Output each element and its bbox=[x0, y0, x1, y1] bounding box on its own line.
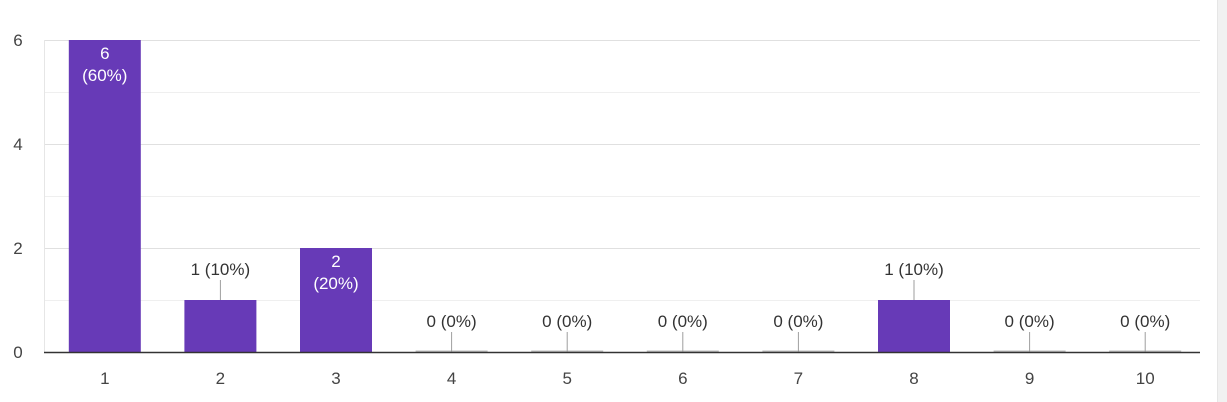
data-label: 1 (10%) bbox=[191, 260, 251, 279]
y-tick-label: 0 bbox=[13, 343, 22, 362]
y-tick-label: 2 bbox=[13, 239, 22, 258]
x-tick-label: 4 bbox=[447, 369, 456, 388]
y-tick-label: 4 bbox=[13, 135, 22, 154]
bars bbox=[68, 40, 1182, 352]
data-label: 0 (0%) bbox=[1120, 312, 1170, 331]
data-label: 2 (20%) bbox=[313, 252, 358, 293]
bar[interactable] bbox=[184, 300, 257, 352]
x-tick-label: 1 bbox=[100, 369, 109, 388]
bar[interactable] bbox=[878, 300, 950, 352]
data-label: 0 (0%) bbox=[773, 312, 823, 331]
x-axis-ticks: 1 2 3 4 5 6 7 8 9 10 bbox=[100, 369, 1155, 388]
data-label: 0 (0%) bbox=[542, 312, 592, 331]
grid-lines bbox=[44, 40, 1200, 352]
x-tick-label: 10 bbox=[1136, 369, 1155, 388]
data-label: 1 (10%) bbox=[884, 260, 944, 279]
x-tick-label: 2 bbox=[216, 369, 225, 388]
x-tick-label: 6 bbox=[678, 369, 687, 388]
bar[interactable] bbox=[68, 40, 141, 352]
data-label: 6 (60%) bbox=[82, 44, 127, 85]
x-tick-label: 7 bbox=[794, 369, 803, 388]
x-tick-label: 9 bbox=[1025, 369, 1034, 388]
x-tick-label: 8 bbox=[909, 369, 918, 388]
data-label: 0 (0%) bbox=[427, 312, 477, 331]
y-axis-ticks: 0 2 4 6 bbox=[13, 31, 22, 362]
data-label: 0 (0%) bbox=[1005, 312, 1055, 331]
bar[interactable] bbox=[300, 248, 372, 352]
data-label: 0 (0%) bbox=[658, 312, 708, 331]
data-labels: 6 (60%) 1 (10%) 2 (20%) 0 (0%) 0 (0%) 0 (0%) 0 (… bbox=[82, 44, 1170, 352]
scrollbar-track[interactable] bbox=[1217, 0, 1227, 402]
x-tick-label: 5 bbox=[562, 369, 571, 388]
x-tick-label: 3 bbox=[331, 369, 340, 388]
y-tick-label: 6 bbox=[13, 31, 22, 50]
